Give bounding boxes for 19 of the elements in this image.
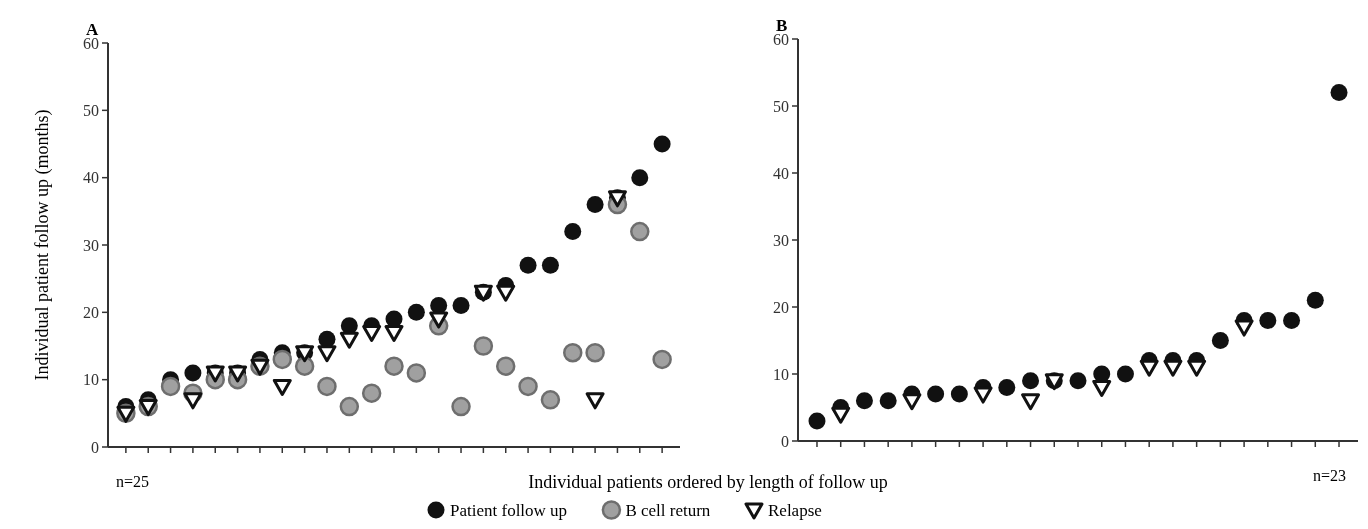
y-tick-label: 50 xyxy=(83,101,99,119)
text: n=23 xyxy=(1313,467,1347,484)
legend-label: Relapse xyxy=(768,500,822,520)
y-tick-label: 0 xyxy=(781,432,789,450)
y-tick-label: 40 xyxy=(773,164,789,182)
y-tick-label: 20 xyxy=(83,303,99,321)
y-tick-label: 10 xyxy=(773,365,789,383)
y-tick-label: 50 xyxy=(773,97,789,115)
y-tick-label: 30 xyxy=(773,231,789,249)
legend-label: B cell return xyxy=(625,500,711,520)
legend-label: Patient follow up xyxy=(450,500,568,520)
y-axis-title: Individual patient follow up (months) xyxy=(32,109,53,381)
y-tick-label: 10 xyxy=(83,371,99,389)
y-tick-label: 40 xyxy=(83,169,99,187)
text: n=25 xyxy=(116,473,150,490)
x-axis-title: Individual patients ordered by length of follow up xyxy=(528,472,888,492)
y-tick-label: 0 xyxy=(91,438,99,456)
y-tick-label: 30 xyxy=(83,236,99,254)
y-tick-label: 20 xyxy=(773,298,789,316)
